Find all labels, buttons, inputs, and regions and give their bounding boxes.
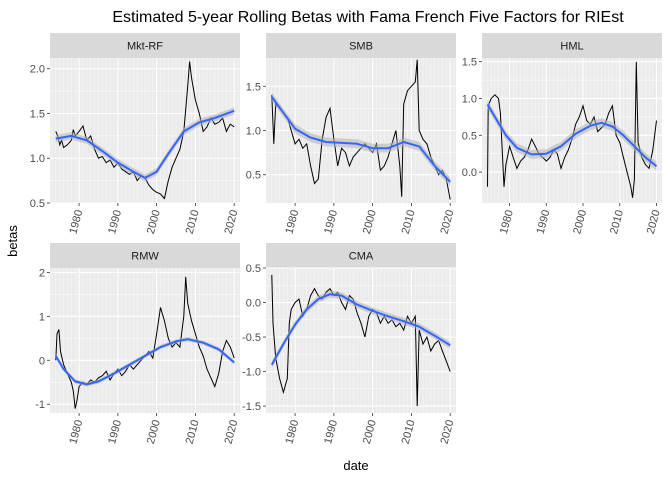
x-tick-label: 2020	[439, 209, 457, 236]
smooth-trend-line	[54, 338, 235, 386]
y-tick-label: 1.5	[462, 57, 477, 69]
x-tick-label: 2010	[400, 209, 418, 236]
x-tick-label: 1990	[322, 209, 340, 236]
panel-smb: SMB 0.5 1.0 1.5 1980 1990 2000 2010 2020	[246, 33, 457, 236]
y-tick-label: 0.5	[462, 130, 477, 142]
y-tick-label: 1.0	[462, 93, 477, 105]
x-tick-label: 1980	[283, 419, 301, 446]
x-tick-label: 1990	[535, 209, 553, 236]
x-tick-label: 2020	[223, 209, 241, 236]
x-tick-label: 1990	[106, 209, 124, 236]
panel-mkt-rf: Mkt-RF 0.5 1.0 1.5 2.0 1980 1990 2000 2010 2020	[30, 33, 241, 236]
y-tick-label: 1.0	[246, 126, 261, 138]
facet-label: CMA	[349, 251, 374, 263]
x-tick-label: 1980	[67, 419, 85, 446]
y-tick-label: 2.0	[30, 64, 45, 76]
x-tick-label: 2000	[361, 419, 379, 446]
x-tick-label: 2020	[645, 209, 663, 236]
facet-strip	[266, 33, 456, 58]
smooth-trend-line	[55, 109, 235, 179]
chart-title: Estimated 5-year Rolling Betas with Fama…	[112, 9, 624, 26]
x-tick-label: 1980	[67, 209, 85, 236]
panel-cma: CMA -1.5 -1.0 -0.5 0.0 0.5 1980 1990 2000 2010 202…	[242, 243, 456, 445]
smooth-confidence-band	[55, 107, 235, 182]
panel-rmw: RMW -1 0 1 2 1980 1990 2000 2010 2020	[35, 243, 240, 445]
y-tick-label: 1.0	[30, 153, 45, 165]
smooth-trend-line	[270, 96, 451, 183]
y-tick-label: 0	[39, 355, 45, 367]
x-tick-label: 2000	[571, 209, 589, 236]
y-tick-label: 0.0	[462, 167, 477, 179]
x-axis-title: date	[343, 458, 368, 473]
y-tick-label: -1.5	[242, 401, 261, 413]
smooth-trend-line	[486, 103, 658, 167]
x-tick-label: 2010	[184, 209, 202, 236]
facet-label: RMW	[131, 251, 159, 263]
y-tick-label: -1	[35, 399, 45, 411]
y-tick-label: 0.5	[246, 263, 261, 275]
x-tick-label: 2020	[439, 419, 457, 446]
facet-strip	[50, 33, 240, 58]
y-axis-title: betas	[5, 225, 20, 257]
x-tick-label: 2010	[608, 209, 626, 236]
y-tick-label: 0.5	[30, 198, 45, 210]
beta-series-line	[271, 274, 451, 407]
y-tick-label: -1.0	[242, 367, 261, 379]
x-tick-label: 1990	[322, 419, 340, 446]
facet-strip	[482, 33, 662, 58]
panel-hml: HML 0.0 0.5 1.0 1.5 1980 1990 2000 2010 2020	[462, 33, 663, 235]
smooth-confidence-band	[55, 337, 235, 387]
y-tick-label: 1.5	[246, 81, 261, 93]
x-tick-label: 1990	[106, 419, 124, 446]
x-tick-label: 2010	[400, 419, 418, 446]
y-tick-label: -0.5	[242, 332, 261, 344]
smooth-trend-line	[270, 293, 451, 366]
y-tick-label: 1.5	[30, 108, 45, 120]
facet-label: SMB	[349, 41, 373, 53]
beta-series-line	[55, 276, 235, 409]
facet-strip	[266, 243, 456, 268]
facet-strip	[50, 243, 240, 268]
facet-label: Mkt-RF	[127, 41, 163, 53]
smooth-confidence-band	[271, 92, 451, 187]
x-tick-label: 2000	[145, 419, 163, 446]
x-tick-label: 1980	[498, 209, 516, 236]
x-tick-label: 2020	[223, 419, 241, 446]
x-tick-label: 2000	[361, 209, 379, 236]
y-tick-label: 0.0	[246, 298, 261, 310]
x-tick-label: 1980	[283, 209, 301, 236]
beta-series-line	[487, 61, 657, 198]
facet-label: HML	[560, 41, 583, 53]
y-tick-label: 2	[39, 267, 45, 279]
x-tick-label: 2010	[184, 419, 202, 446]
y-tick-label: 1	[39, 311, 45, 323]
y-tick-label: 0.5	[246, 170, 261, 182]
x-tick-label: 2000	[145, 209, 163, 236]
